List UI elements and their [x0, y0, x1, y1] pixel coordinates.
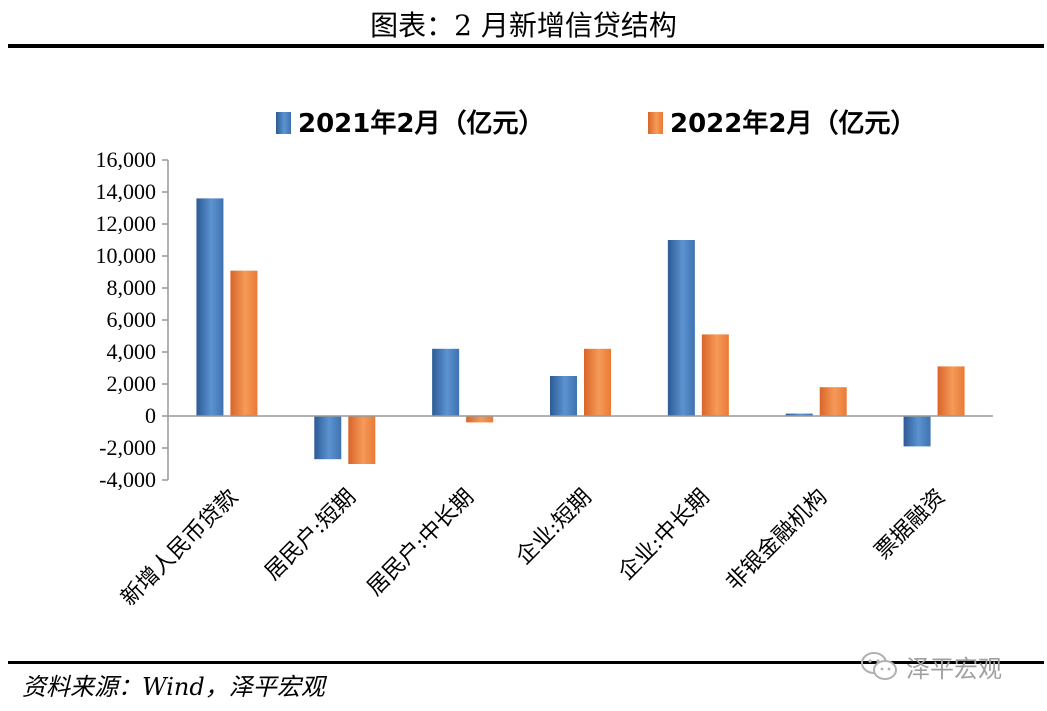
- bar-s1-0: [196, 198, 224, 416]
- y-axis: 16,000 14,000 12,000 10,000 8,000 6,000 4,000 2…: [96, 147, 169, 492]
- x-category-label: 居民户:中长期: [363, 485, 479, 601]
- bars: [196, 198, 965, 464]
- y-tick-label: 12,000: [96, 211, 157, 236]
- x-category-label: 企业:中长期: [614, 485, 715, 586]
- top-rule: [8, 44, 1044, 48]
- x-category-label: 居民户:短期: [260, 485, 361, 586]
- y-tick-label: 6,000: [107, 307, 157, 332]
- y-tick-label: -2,000: [99, 435, 156, 460]
- y-tick-label: 8,000: [107, 275, 157, 300]
- x-category-label: 企业:短期: [512, 485, 597, 570]
- chart-title: 图表：2 月新增信贷结构: [370, 9, 677, 42]
- y-tick-label: 0: [145, 403, 156, 428]
- bar-s2-1: [348, 416, 376, 464]
- x-category-label: 新增人民币贷款: [117, 485, 244, 612]
- legend-swatch-1: [276, 112, 291, 134]
- x-category-label: 票据融资: [870, 485, 950, 565]
- legend-swatch-2: [648, 112, 663, 134]
- bar-s1-3: [550, 376, 577, 416]
- legend-label-1: 2021年2月（亿元）: [298, 108, 544, 139]
- bar-s2-2: [466, 416, 494, 423]
- bar-s1-2: [432, 348, 460, 416]
- legend-label-2: 2022年2月（亿元）: [670, 108, 916, 139]
- bar-s1-1: [314, 416, 342, 460]
- bar-s1-6: [903, 416, 931, 447]
- source-note: 资料来源：Wind，泽平宏观: [22, 673, 325, 701]
- y-tick-label: 4,000: [107, 339, 157, 364]
- x-category-label: 非银金融机构: [721, 485, 832, 596]
- bar-s1-4: [667, 240, 695, 416]
- y-tick-label: 14,000: [96, 179, 157, 204]
- y-tick-label: 16,000: [96, 147, 157, 172]
- watermark-text: 泽平宏观: [906, 654, 1002, 683]
- legend: 2021年2月（亿元） 2022年2月（亿元）: [276, 108, 916, 139]
- bar-s2-6: [937, 366, 965, 416]
- bottom-rule: [8, 661, 1044, 664]
- y-tick-label: -4,000: [99, 467, 156, 492]
- y-tick-label: 10,000: [96, 243, 157, 268]
- bar-s2-4: [701, 334, 729, 416]
- bar-s2-0: [230, 270, 258, 416]
- x-axis: 新增人民币贷款 居民户:短期 居民户:中长期 企业:短期 企业:中长期 非银金融机构 票据融…: [117, 415, 993, 612]
- bar-s1-5: [785, 413, 813, 416]
- y-tick-label: 2,000: [107, 371, 157, 396]
- wechat-icon: [861, 652, 897, 680]
- bar-s2-5: [819, 387, 847, 416]
- bar-s2-3: [584, 348, 611, 416]
- watermark: 泽平宏观: [860, 648, 1002, 684]
